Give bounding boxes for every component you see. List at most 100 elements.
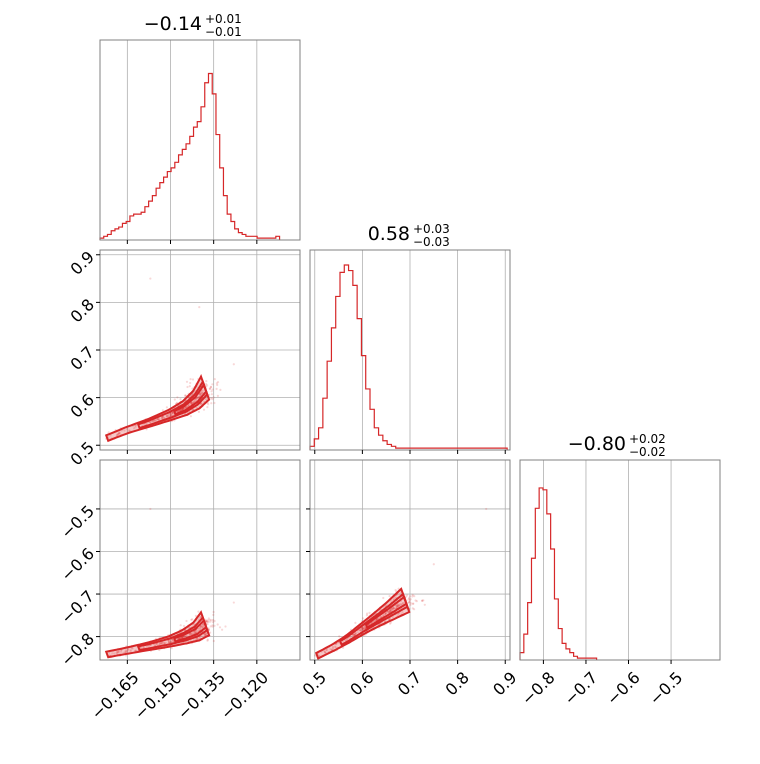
scatter-point (422, 599, 425, 602)
scatter-point (189, 415, 192, 418)
x-tick-label: 0.5 (299, 668, 330, 699)
scatter-point (402, 602, 405, 605)
scatter-point (122, 651, 125, 654)
scatter-point (208, 387, 211, 390)
panel-scatter-2-0 (99, 459, 301, 661)
scatter-point (401, 601, 404, 605)
scatter-point (187, 405, 190, 408)
y-tick-label: −0.6 (57, 544, 98, 585)
scatter-point (204, 632, 207, 635)
scatter-point (376, 618, 379, 621)
scatter-point (115, 433, 119, 436)
scatter-point (218, 626, 222, 629)
scatter-point (163, 416, 166, 419)
x-tick-label: 0.9 (489, 668, 520, 699)
scatter-point (209, 631, 212, 634)
scatter-point (191, 401, 194, 404)
title-value: 0.58 (368, 223, 410, 245)
scatter-point (375, 618, 378, 621)
density-fill (106, 376, 210, 441)
scatter-point (208, 387, 211, 390)
panel-hist-2 (519, 459, 721, 661)
scatter-point (414, 599, 417, 602)
scatter-point (161, 409, 164, 412)
scatter-point (199, 625, 203, 628)
scatter-point (206, 620, 209, 623)
scatter-point (201, 624, 204, 627)
scatter-point (206, 623, 209, 626)
density-contours (104, 373, 211, 443)
scatter-point (353, 632, 356, 635)
scatter-point (168, 413, 171, 416)
scatter-point (117, 432, 120, 435)
scatter-point (116, 652, 119, 655)
scatter-point (358, 629, 361, 632)
scatter-point (398, 603, 401, 606)
scatter-point (163, 642, 166, 645)
scatter-point (390, 609, 393, 612)
scatter-point (396, 604, 399, 607)
scatter-point (204, 633, 207, 637)
scatter-point (116, 650, 119, 653)
scatter-point (189, 402, 193, 405)
contour-inner (173, 382, 208, 416)
scatter-point (387, 610, 391, 614)
scatter-point (211, 398, 214, 401)
scatter-point (215, 387, 218, 390)
scatter-point (117, 651, 120, 654)
scatter-point (163, 641, 166, 644)
y-tick-label: 0.5 (67, 438, 98, 469)
scatter-point (205, 398, 208, 401)
scatter-point (171, 411, 174, 414)
scatter-point (210, 393, 213, 396)
scatter-point (205, 619, 208, 623)
scatter-point (409, 598, 412, 601)
scatter-point (182, 624, 186, 628)
scatter-point (165, 406, 168, 409)
scatter-point (391, 615, 394, 619)
scatter-points (313, 507, 488, 658)
scatter-point (401, 611, 404, 614)
scatter-point (206, 638, 209, 641)
scatter-point (117, 432, 120, 435)
scatter-point (164, 641, 167, 645)
scatter-point (399, 603, 403, 606)
scatter-point (325, 649, 328, 652)
scatter-point (208, 618, 212, 621)
scatter-point (158, 417, 161, 421)
contour-middle (136, 379, 209, 430)
scatter-point (323, 650, 326, 654)
scatter-point (397, 604, 400, 607)
scatter-point (361, 627, 364, 630)
scatter-point (177, 410, 180, 413)
scatter-point (198, 627, 202, 630)
scatter-point (413, 608, 416, 611)
scatter-point (331, 647, 335, 650)
scatter-point (171, 412, 174, 415)
grid (314, 250, 506, 450)
y-tick-label: 0.8 (67, 295, 98, 326)
scatter-point (169, 413, 172, 416)
scatter-point (389, 622, 392, 625)
scatter-point (384, 604, 387, 608)
scatter-point (205, 380, 208, 383)
scatter-point (149, 420, 152, 424)
scatter-point (149, 507, 152, 511)
x-tick-label: −0.5 (645, 668, 686, 709)
histogram-step (99, 72, 281, 240)
scatter-point (166, 414, 169, 417)
scatter-point (187, 404, 190, 407)
grid (100, 250, 300, 450)
panel-scatter-1-0 (99, 249, 301, 451)
scatter-point (158, 643, 161, 646)
scatter-point (361, 626, 364, 629)
scatter-point (193, 630, 196, 633)
scatter-point (202, 625, 205, 628)
scatter-point (149, 277, 152, 280)
scatter-point (388, 595, 391, 598)
scatter-point (197, 627, 200, 630)
scatter-point (157, 418, 160, 421)
scatter-point (200, 392, 203, 395)
scatter-point (184, 394, 187, 397)
scatter-point (129, 650, 132, 653)
